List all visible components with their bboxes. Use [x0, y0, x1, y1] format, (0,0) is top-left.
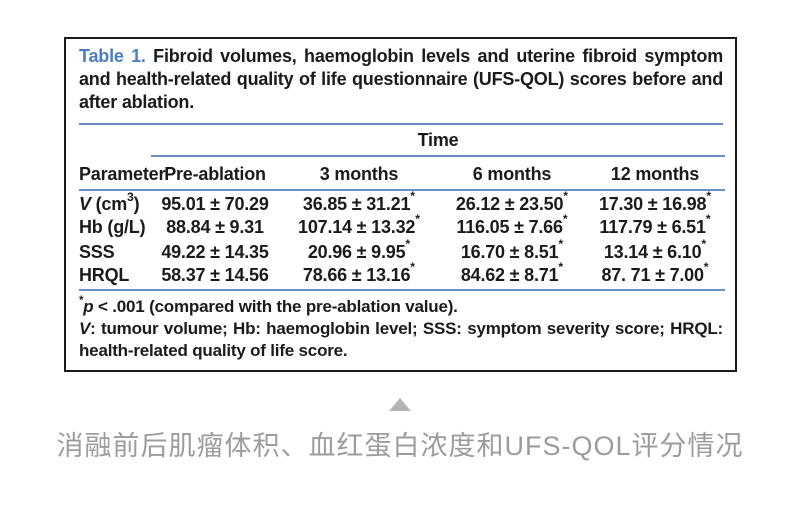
- text-segment: 3: [127, 190, 134, 205]
- value-cell: 49.22 ± 14.35: [151, 240, 279, 265]
- significance-asterisk: *: [562, 211, 568, 226]
- column-header-6-months: 6 months: [439, 156, 585, 191]
- value-text: 78.66 ± 13.16: [302, 265, 411, 285]
- text-segment: < .001 (compared with the pre-ablation v…: [93, 297, 458, 316]
- value-text: 87. 71 ± 7.00: [601, 265, 704, 285]
- significance-asterisk: *: [563, 188, 569, 203]
- table-title: Table 1. Fibroid volumes, haemoglobin le…: [79, 45, 723, 114]
- value-text: 49.22 ± 14.35: [161, 242, 269, 262]
- significance-asterisk: *: [558, 236, 564, 251]
- significance-asterisk: *: [415, 211, 420, 226]
- footnote-line: V: tumour volume; Hb: haemoglobin level;…: [79, 318, 723, 362]
- text-segment: V: [79, 194, 91, 214]
- table-number-label: Table 1.: [79, 46, 146, 66]
- value-cell: 13.14 ± 6.10*: [585, 236, 725, 265]
- group-header-row: Time: [79, 125, 726, 157]
- value-text: 13.14 ± 6.10: [603, 242, 702, 262]
- value-text: 95.01 ± 70.29: [161, 194, 269, 214]
- text-segment: : tumour volume; Hb: haemoglobin level; …: [79, 319, 723, 360]
- significance-asterisk: *: [706, 188, 712, 203]
- footnote-line: *p < .001 (compared with the pre-ablatio…: [79, 294, 723, 318]
- column-header-pre-ablation: Pre-ablation: [151, 156, 279, 191]
- value-text: 26.12 ± 23.50: [455, 194, 564, 214]
- table-row: HRQL 58.37 ± 14.56 78.66 ± 13.16* 84.62 ± 8…: [79, 261, 726, 291]
- text-segment: Hb (g/L): [79, 217, 146, 237]
- value-text: 16.70 ± 8.51: [460, 242, 559, 262]
- text-segment: SSS: [79, 242, 115, 262]
- parameter-cell: V (cm3): [79, 190, 151, 215]
- table-figure: Table 1. Fibroid volumes, haemoglobin le…: [64, 37, 737, 372]
- text-segment: V: [79, 319, 91, 338]
- value-cell: 88.84 ± 9.31: [151, 215, 279, 240]
- table-footnotes: *p < .001 (compared with the pre-ablatio…: [79, 294, 723, 362]
- value-text: 107.14 ± 13.32: [298, 217, 416, 237]
- table-row: Hb (g/L) 88.84 ± 9.31 107.14 ± 13.32* 116.0…: [79, 211, 725, 240]
- value-text: 17.30 ± 16.98: [598, 194, 707, 214]
- significance-asterisk: *: [558, 259, 564, 274]
- column-header-12-months: 12 months: [585, 156, 726, 191]
- translated-caption: 消融前后肌瘤体积、血红蛋白浓度和UFS-QOL评分情况: [56, 431, 744, 461]
- text-segment: *: [79, 294, 84, 307]
- value-text: 84.62 ± 8.71: [460, 265, 559, 285]
- parameter-cell: Hb (g/L): [79, 215, 151, 240]
- significance-asterisk: *: [410, 259, 416, 274]
- value-cell: 26.12 ± 23.50*: [439, 190, 585, 215]
- triangle-up-icon: [389, 398, 411, 411]
- group-header-time: Time: [151, 125, 726, 157]
- value-text: 116.05 ± 7.66: [456, 217, 563, 237]
- text-segment: p: [83, 297, 94, 316]
- group-header-spacer: [79, 125, 151, 156]
- significance-asterisk: *: [701, 236, 707, 251]
- value-cell: 17.30 ± 16.98*: [585, 190, 725, 215]
- significance-asterisk: *: [705, 211, 711, 226]
- value-cell: 36.85 ± 31.21*: [279, 190, 439, 215]
- value-cell: 84.62 ± 8.71*: [439, 261, 585, 291]
- value-cell: 78.66 ± 13.16*: [279, 261, 439, 291]
- parameter-cell: HRQL: [79, 265, 151, 291]
- column-header-3-months: 3 months: [279, 156, 439, 191]
- value-cell: 95.01 ± 70.29: [151, 190, 279, 215]
- value-cell: 116.05 ± 7.66*: [439, 211, 585, 240]
- value-cell: 20.96 ± 9.95*: [279, 236, 439, 265]
- significance-asterisk: *: [410, 188, 416, 203]
- value-text: 117.79 ± 6.51: [599, 217, 706, 237]
- text-segment: HRQL: [79, 265, 130, 285]
- value-text: 88.84 ± 9.31: [166, 217, 264, 237]
- value-cell: 87. 71 ± 7.00*: [585, 261, 726, 291]
- value-cell: 107.14 ± 13.32*: [279, 211, 439, 240]
- value-text: 20.96 ± 9.95: [307, 242, 406, 262]
- table-row: V (cm3) 95.01 ± 70.29 36.85 ± 31.21* 26.12 …: [79, 190, 725, 215]
- column-header-row: Parameter Pre-ablation 3 months 6 months…: [79, 156, 726, 191]
- caption-pointer-wrap: [0, 398, 800, 411]
- value-text: 36.85 ± 31.21: [302, 194, 411, 214]
- significance-asterisk: *: [703, 259, 709, 274]
- column-header-parameter: Parameter: [79, 156, 165, 191]
- value-cell: 16.70 ± 8.51*: [439, 236, 585, 265]
- value-cell: 117.79 ± 6.51*: [585, 211, 725, 240]
- value-cell: 58.37 ± 14.56: [151, 265, 279, 291]
- table-row: SSS 49.22 ± 14.35 20.96 ± 9.95* 16.70 ± 8.5…: [79, 236, 725, 265]
- parameter-cell: SSS: [79, 240, 151, 265]
- value-text: 58.37 ± 14.56: [161, 265, 269, 285]
- text-segment: ): [133, 194, 140, 214]
- significance-asterisk: *: [405, 236, 411, 251]
- text-segment: (cm: [90, 194, 128, 214]
- table-top-rule: [79, 123, 723, 125]
- table-title-text: Fibroid volumes, haemoglobin levels and …: [79, 46, 724, 112]
- data-table: Time Parameter Pre-ablation 3 months 6 m…: [79, 125, 726, 291]
